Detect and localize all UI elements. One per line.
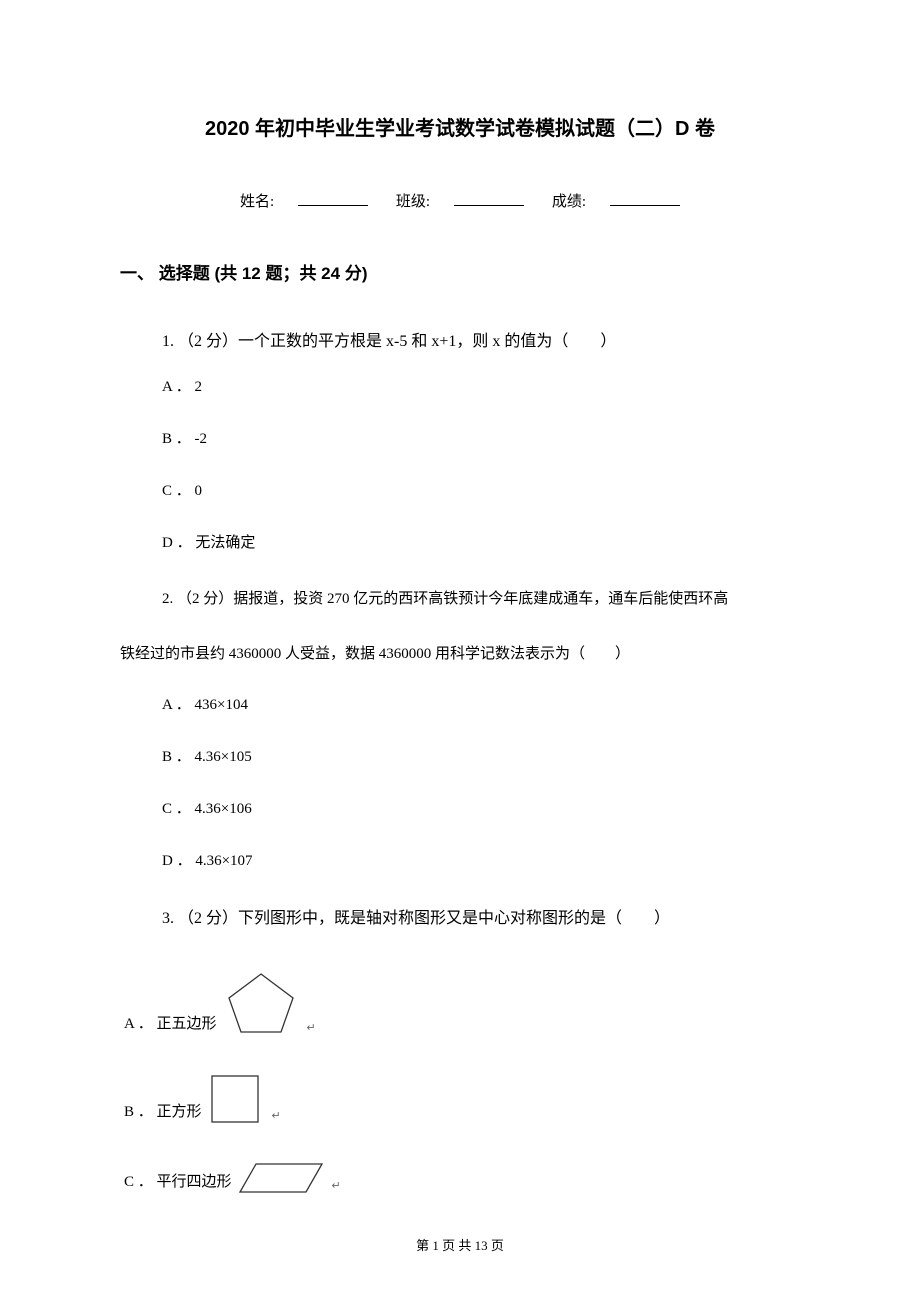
student-info-row: 姓名: 班级: 成绩: [120, 189, 800, 211]
q2-text-line2: 铁经过的市县约 4360000 人受益，数据 4360000 用科学记数法表示为… [120, 646, 630, 662]
q2-option-d: D ． 4.36×107 [120, 849, 800, 873]
q3-points: （2 分） [178, 910, 238, 927]
name-field[interactable] [298, 189, 368, 206]
pentagon-icon [221, 970, 301, 1038]
q1-option-b: B ． ‐2 [120, 427, 800, 451]
score-label: 成绩: [552, 194, 586, 210]
q3-option-b: B ． 正方形 ↵ [120, 1072, 800, 1126]
q3-option-c: C ． 平行四边形 ↵ [120, 1160, 800, 1196]
class-label: 班级: [396, 194, 430, 210]
q1-option-a: A ． 2 [120, 375, 800, 399]
q1-option-d: D ． 无法确定 [120, 531, 800, 555]
q2-text-line1: 据报道，投资 270 亿元的西环高铁预计今年底建成通车，通车后能使西环高 [233, 591, 728, 607]
name-label: 姓名: [240, 194, 274, 210]
arrow-marker: ↵ [307, 1020, 316, 1038]
class-field[interactable] [454, 189, 524, 206]
q3-option-a: A ． 正五边形 ↵ [120, 970, 800, 1038]
question-1: 1. （2 分）一个正数的平方根是 x‐5 和 x+1，则 x 的值为（ ） A… [120, 324, 800, 555]
exam-title: 2020 年初中毕业生学业考试数学试卷模拟试题（二）D 卷 [120, 112, 800, 141]
section-header: 一、 选择题 (共 12 题；共 24 分) [120, 259, 800, 284]
q2-num: 2. [162, 591, 173, 607]
arrow-marker: ↵ [272, 1108, 281, 1126]
score-field[interactable] [610, 189, 680, 206]
q2-option-c: C ． 4.36×106 [120, 797, 800, 821]
q1-num: 1. [162, 333, 174, 350]
q3-num: 3. [162, 910, 174, 927]
question-2: 2. （2 分）据报道，投资 270 亿元的西环高铁预计今年底建成通车，通车后能… [120, 583, 800, 873]
parallelogram-icon [236, 1160, 326, 1196]
page-footer: 第 1 页 共 13 页 [0, 1235, 920, 1254]
q1-text: 一个正数的平方根是 x‐5 和 x+1，则 x 的值为（ ） [238, 333, 616, 350]
q2-points: （2 分） [177, 591, 233, 607]
arrow-marker: ↵ [332, 1178, 341, 1196]
square-icon [206, 1072, 266, 1126]
q1-option-c: C ． 0 [120, 479, 800, 503]
q3-text: 下列图形中，既是轴对称图形又是中心对称图形的是（ ） [238, 910, 670, 927]
question-3: 3. （2 分）下列图形中，既是轴对称图形又是中心对称图形的是（ ） A ． 正… [120, 901, 800, 1196]
q2-option-b: B ． 4.36×105 [120, 745, 800, 769]
q2-option-a: A ． 436×104 [120, 693, 800, 717]
q1-points: （2 分） [178, 333, 238, 350]
